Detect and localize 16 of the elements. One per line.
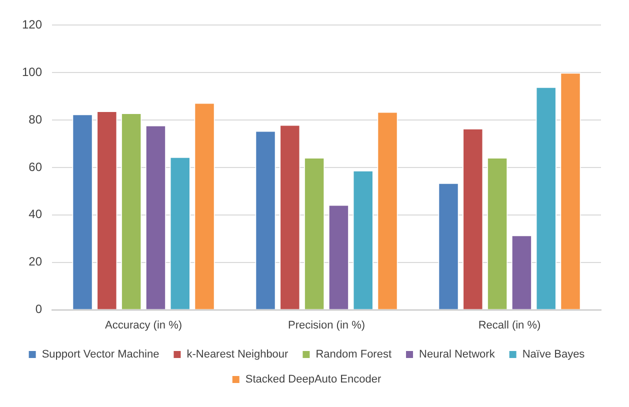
- legend-label: k-Nearest Neighbour: [186, 348, 289, 361]
- y-tick-label: 100: [22, 64, 42, 79]
- y-tick-label: 60: [28, 160, 42, 174]
- legend-label: Random Forest: [316, 348, 392, 361]
- y-tick-label: 20: [28, 254, 42, 269]
- legend-label: Naïve Bayes: [522, 348, 586, 361]
- x-tick-label: Accuracy (in %): [105, 319, 182, 332]
- y-tick-label: 80: [28, 112, 42, 126]
- y-tick-label: 40: [28, 207, 42, 222]
- legend-label: Neural Network: [419, 348, 496, 361]
- y-tick-label: 0: [35, 302, 42, 316]
- legend-label: Stacked DeepAuto Encoder: [245, 374, 382, 386]
- legend-label: Support Vector Machine: [42, 348, 160, 361]
- x-tick-label: Recall (in %): [478, 319, 541, 332]
- x-tick-label: Precision (in %): [288, 319, 366, 332]
- y-tick-label: 120: [22, 18, 42, 32]
